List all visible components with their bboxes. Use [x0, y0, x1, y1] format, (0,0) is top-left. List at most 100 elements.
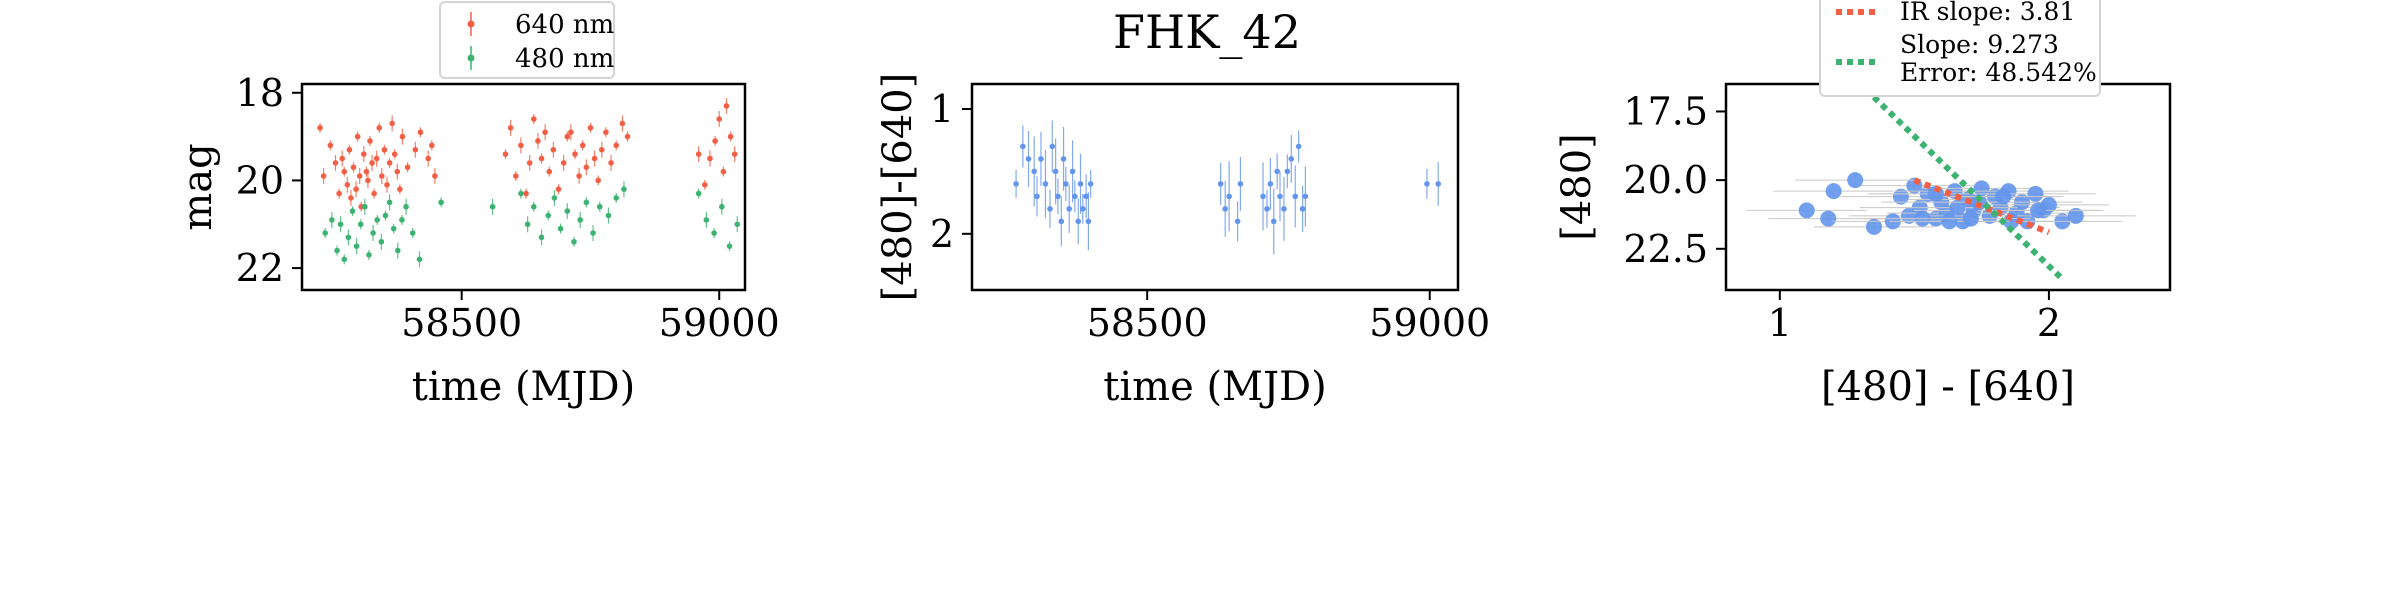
data-point — [394, 168, 401, 175]
y-axis-label: [480] — [1554, 133, 1600, 241]
data-point — [1264, 206, 1270, 212]
fit-line — [1863, 87, 2065, 282]
data-point — [731, 151, 738, 157]
data-point — [382, 212, 389, 219]
figure-title: FHK_42 — [1113, 5, 1301, 59]
data-point — [348, 195, 354, 201]
data-point — [367, 138, 373, 144]
fit-line — [1913, 177, 2050, 236]
data-point — [538, 155, 545, 162]
data-point — [339, 155, 345, 162]
data-point — [336, 190, 342, 197]
data-point — [2027, 185, 2044, 202]
data-point — [711, 230, 717, 236]
series-0 — [1746, 172, 2136, 235]
data-point — [1274, 168, 1280, 175]
data-point — [341, 256, 348, 263]
data-point — [2030, 202, 2047, 219]
data-point — [1277, 193, 1283, 200]
data-point — [598, 146, 605, 153]
data-point — [1866, 218, 1882, 235]
data-point — [369, 160, 375, 166]
data-point — [1234, 218, 1241, 225]
data-point — [1020, 143, 1026, 150]
data-point — [403, 203, 409, 210]
data-point — [1270, 218, 1277, 225]
legend-frame — [439, 1, 615, 79]
data-point — [362, 203, 368, 210]
data-point — [320, 173, 327, 179]
data-point — [1299, 206, 1306, 212]
data-point — [371, 190, 377, 197]
data-point — [608, 160, 614, 166]
data-point — [1226, 193, 1232, 200]
x-axis-label: time (MJD) — [412, 364, 635, 410]
data-point — [327, 142, 334, 149]
data-point — [545, 212, 552, 219]
data-point — [357, 221, 364, 228]
data-point — [1038, 156, 1044, 162]
data-point — [341, 168, 348, 175]
data-point — [591, 155, 598, 162]
data-point — [1087, 181, 1094, 187]
data-point — [1079, 206, 1086, 212]
data-point — [395, 247, 401, 254]
x-axis-label: time (MJD) — [1103, 364, 1326, 410]
data-point — [613, 142, 620, 149]
data-point — [590, 230, 596, 236]
data-point — [1042, 181, 1049, 187]
legend-marker — [467, 54, 475, 62]
data-point — [1052, 168, 1059, 175]
data-point — [502, 151, 509, 157]
data-point — [399, 133, 406, 140]
x-tick-label: 58500 — [1087, 301, 1208, 345]
data-point — [727, 133, 734, 140]
data-point — [1077, 181, 1084, 187]
data-point — [386, 160, 393, 166]
data-point — [571, 238, 577, 245]
data-point — [390, 225, 397, 232]
legend-line: Error: 48.542% — [1900, 58, 2097, 87]
x-tick-label: 58500 — [401, 301, 522, 345]
y-tick-label: 18 — [236, 71, 284, 115]
data-point — [329, 217, 335, 223]
data-point — [518, 142, 524, 149]
data-point — [695, 151, 702, 157]
data-point — [595, 177, 601, 184]
axes-frame — [300, 82, 747, 292]
data-point — [345, 234, 352, 241]
y-tick-label: 2 — [930, 212, 954, 256]
data-point — [535, 138, 541, 144]
y-tick-label: 20.0 — [1623, 158, 1708, 202]
data-point — [416, 256, 423, 263]
data-point — [438, 199, 444, 206]
data-point — [603, 129, 609, 136]
data-point — [1435, 181, 1442, 187]
data-point — [550, 146, 557, 153]
y-tick-label: 22 — [236, 246, 284, 290]
legend-marker — [467, 20, 475, 28]
data-point — [353, 186, 359, 192]
data-point — [1063, 181, 1069, 187]
data-point — [1281, 206, 1287, 212]
data-point — [409, 230, 416, 236]
data-point — [507, 125, 514, 131]
data-point — [417, 129, 424, 136]
data-point — [1292, 193, 1299, 200]
data-point — [376, 125, 383, 131]
y-axis-label: [480]-[640] — [875, 73, 921, 302]
series-0 — [1013, 120, 1442, 255]
data-point — [523, 190, 529, 197]
data-point — [425, 155, 432, 162]
data-point — [619, 120, 626, 127]
data-point — [1424, 181, 1430, 187]
data-point — [1072, 193, 1078, 200]
data-point — [572, 151, 578, 157]
data-point — [1892, 188, 1909, 205]
data-point — [1973, 180, 1990, 197]
data-point — [512, 173, 519, 179]
x-tick-label: 1 — [1768, 301, 1792, 345]
data-point — [349, 208, 356, 214]
data-point — [723, 103, 730, 109]
data-point — [1295, 143, 1302, 150]
